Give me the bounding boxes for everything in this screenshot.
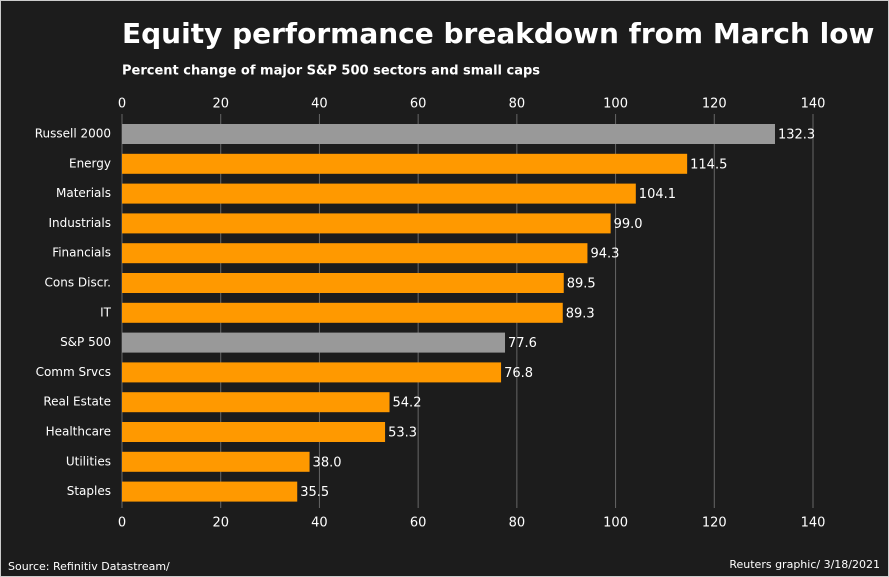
value-label: 99.0 — [614, 217, 643, 232]
x-tick-label: 40 — [311, 97, 328, 112]
bar — [122, 392, 390, 413]
y-tick-label: Cons Discr. — [45, 276, 111, 290]
value-label: 77.6 — [508, 336, 537, 351]
y-tick-label: Financials — [52, 246, 111, 260]
chart-title: Equity performance breakdown from March … — [122, 17, 874, 50]
x-tick-label: 140 — [801, 516, 826, 531]
x-tick-label: 120 — [702, 516, 727, 531]
y-tick-label: Industrials — [48, 216, 111, 230]
bar — [122, 451, 310, 472]
y-tick-label: Real Estate — [43, 395, 111, 409]
chart-subtitle: Percent change of major S&P 500 sectors … — [122, 64, 540, 79]
x-tick-label: 80 — [509, 516, 526, 531]
value-label: 35.5 — [300, 485, 329, 500]
y-tick-label: Comm Srvcs — [36, 365, 111, 379]
bar — [122, 153, 688, 174]
y-tick-label: Staples — [67, 484, 111, 498]
bar — [122, 302, 563, 323]
value-label: 54.2 — [393, 396, 422, 411]
x-tick-label: 60 — [410, 516, 427, 531]
bar — [122, 124, 775, 144]
value-label: 89.5 — [567, 277, 596, 292]
y-tick-label: IT — [100, 305, 112, 319]
value-label: 76.8 — [504, 366, 533, 381]
x-tick-label: 80 — [509, 97, 526, 112]
y-tick-label: Russell 2000 — [35, 127, 111, 141]
bar — [122, 183, 636, 204]
x-tick-label: 120 — [702, 97, 727, 112]
source: Source: Refinitiv Datastream/ — [8, 560, 170, 573]
value-label: 89.3 — [566, 306, 595, 321]
x-tick-label: 0 — [118, 97, 126, 112]
x-tick-label: 60 — [410, 97, 427, 112]
value-label: 94.3 — [590, 247, 619, 262]
bar — [122, 273, 564, 293]
credit: Reuters graphic/ 3/18/2021 — [729, 558, 880, 571]
x-tick-label: 100 — [603, 97, 628, 112]
value-label: 132.3 — [778, 128, 815, 143]
y-tick-label: Healthcare — [46, 425, 111, 439]
y-tick-label: Energy — [69, 156, 111, 170]
bar — [122, 243, 588, 264]
x-tick-label: 20 — [212, 516, 229, 531]
value-label: 114.5 — [690, 157, 727, 172]
y-tick-label: Materials — [56, 186, 111, 200]
x-tick-label: 100 — [603, 516, 628, 531]
y-tick-label: Utilities — [66, 454, 111, 468]
x-tick-label: 140 — [801, 97, 826, 112]
bar — [122, 422, 386, 442]
bar — [122, 362, 502, 383]
x-tick-label: 20 — [212, 97, 229, 112]
bar — [122, 332, 506, 353]
x-tick-label: 40 — [311, 516, 328, 531]
value-label: 38.0 — [313, 455, 342, 470]
bar — [122, 213, 611, 234]
value-label: 53.3 — [388, 426, 417, 441]
x-tick-label: 0 — [118, 516, 126, 531]
value-label: 104.1 — [639, 187, 676, 202]
y-tick-label: S&P 500 — [60, 335, 111, 349]
bar — [122, 481, 298, 502]
